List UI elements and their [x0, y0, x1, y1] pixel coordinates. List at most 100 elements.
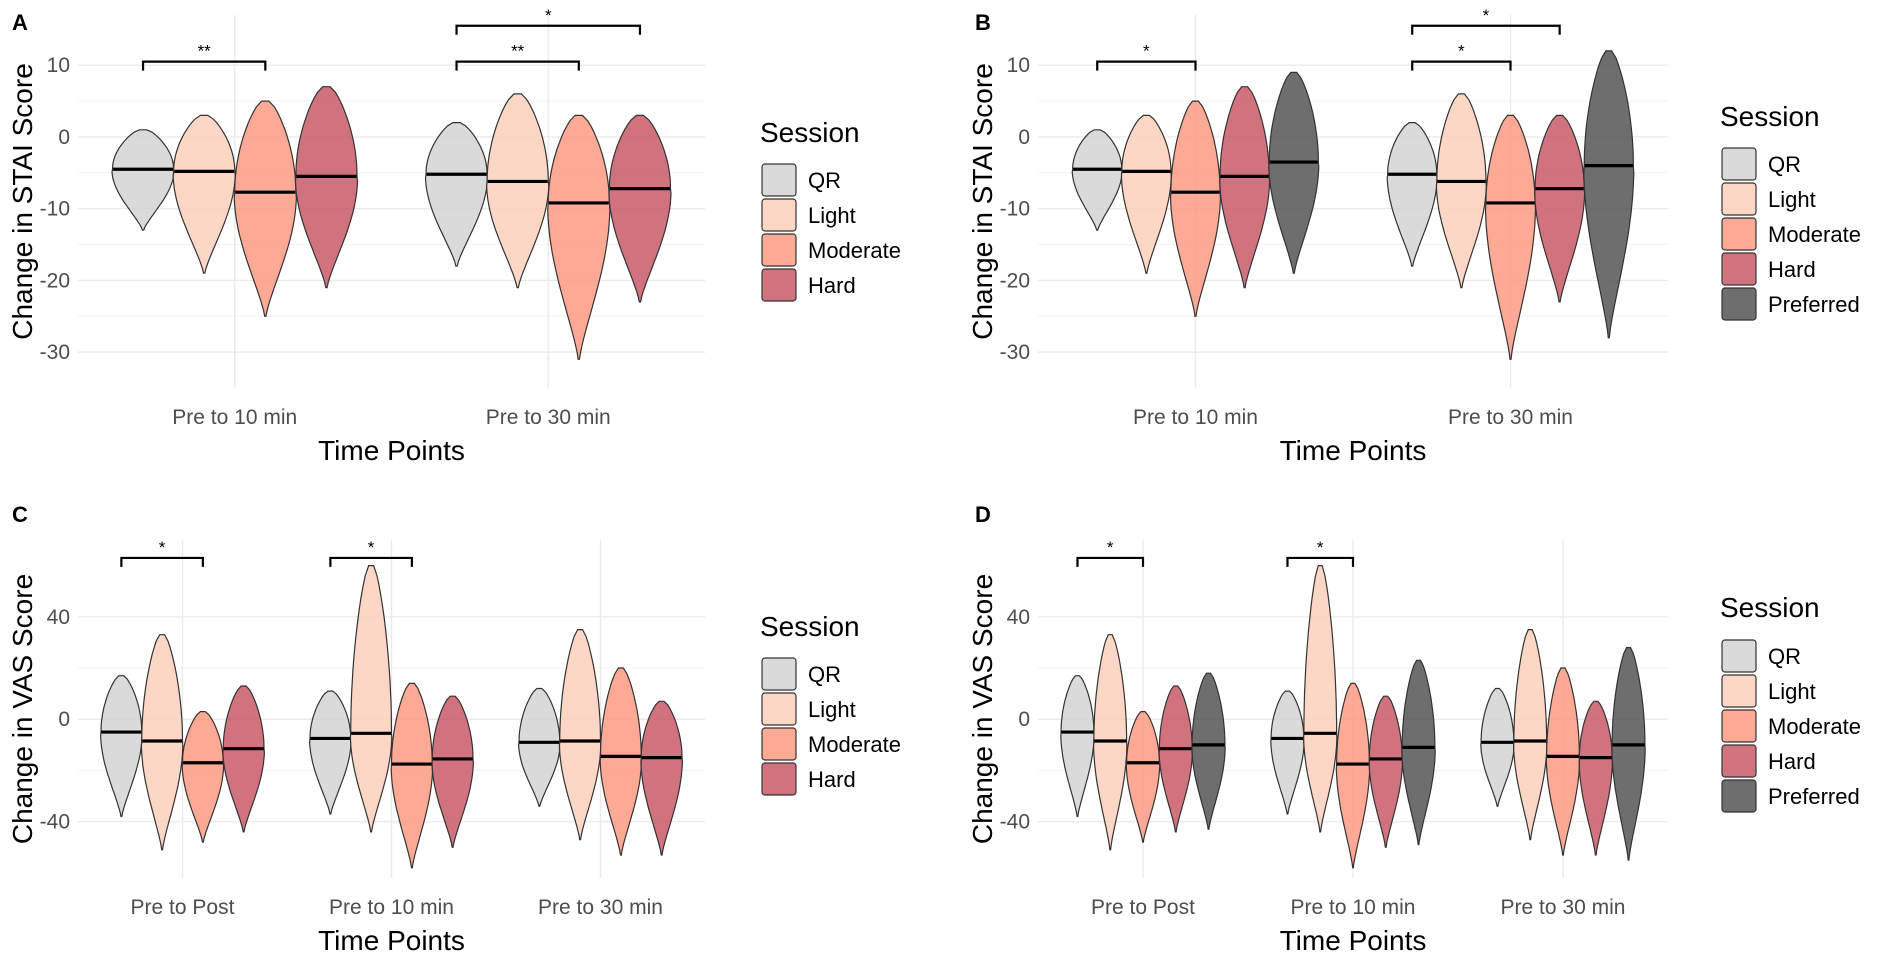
violin-hard-pre-to-10-min	[431, 695, 475, 848]
violin-moderate-pre-to-10-min	[1335, 682, 1371, 869]
violin-preferred-pre-to-10-min	[1401, 659, 1436, 846]
legend-label-hard: Hard	[808, 273, 856, 298]
x-axis-title: Time Points	[318, 435, 465, 466]
violin-light-pre-to-30-min	[1435, 93, 1487, 289]
violin-hard-pre-to-30-min	[608, 114, 672, 303]
violin-qr-pre-to-30-min	[1480, 687, 1515, 807]
legend-label-hard: Hard	[1768, 749, 1816, 774]
y-axis-title: Change in STAI Score	[7, 63, 38, 340]
violin-light-pre-to-10-min	[349, 565, 393, 833]
legend-key-qr	[1721, 639, 1757, 673]
significance-bracket	[141, 60, 267, 71]
legend-key-moderate	[761, 233, 797, 267]
significance-label: *	[1107, 538, 1114, 557]
violin-hard-pre-to-10-min	[1368, 695, 1404, 848]
x-tick-label: Pre to Post	[131, 896, 235, 919]
significance-bracket	[455, 24, 642, 35]
legend-key-light	[1721, 182, 1757, 216]
legend-label-moderate: Moderate	[1768, 222, 1861, 247]
legend-key-preferred	[1721, 779, 1757, 813]
y-tick-label: -10	[40, 198, 70, 221]
legend-key-qr	[1721, 147, 1757, 181]
violin-hard-pre-to-post	[1158, 685, 1194, 833]
panel-label: B	[975, 10, 991, 35]
legend-label-qr: QR	[808, 662, 841, 687]
violin-hard-pre-to-10-min	[294, 86, 359, 289]
significance-bracket	[1286, 556, 1355, 567]
x-tick-label: Pre to 30 min	[1501, 896, 1626, 919]
significance-bracket	[1411, 60, 1512, 71]
legend-label-light: Light	[808, 697, 856, 722]
x-tick-label: Pre to 30 min	[1448, 406, 1573, 429]
violin-preferred-pre-to-30-min	[1583, 50, 1635, 339]
violin-qr-pre-to-10-min	[308, 690, 352, 815]
legend-label-light: Light	[1768, 187, 1816, 212]
significance-bracket	[455, 60, 580, 71]
violin-moderate-pre-to-30-min	[599, 667, 643, 856]
significance-label: *	[1143, 42, 1150, 61]
x-tick-label: Pre to Post	[1091, 896, 1195, 919]
y-tick-label: -30	[40, 341, 70, 364]
legend-title: Session	[760, 117, 860, 148]
significance-label: *	[368, 538, 375, 557]
y-axis-title: Change in STAI Score	[967, 63, 998, 340]
x-tick-label: Pre to 10 min	[329, 896, 454, 919]
y-tick-label: -20	[1000, 269, 1030, 292]
legend-key-qr	[761, 657, 797, 691]
violin-qr-pre-to-10-min	[1071, 129, 1123, 231]
x-tick-label: Pre to 30 min	[538, 896, 663, 919]
y-tick-label: 40	[47, 606, 70, 629]
legend-key-moderate	[761, 727, 797, 761]
legend-key-light	[1721, 674, 1757, 708]
legend-label-hard: Hard	[808, 767, 856, 792]
violin-qr-pre-to-30-min	[1386, 122, 1438, 267]
violin-qr-pre-to-30-min	[517, 687, 561, 807]
panel-label: D	[975, 502, 991, 527]
significance-bracket	[1076, 556, 1145, 567]
violin-hard-pre-to-30-min	[640, 700, 684, 856]
y-axis-title: Change in VAS Score	[7, 574, 38, 844]
violin-qr-pre-to-post	[99, 675, 143, 818]
violin-moderate-pre-to-10-min	[1169, 100, 1222, 317]
significance-label: *	[1317, 538, 1324, 557]
violin-preferred-pre-to-30-min	[1611, 646, 1646, 861]
legend-label-hard: Hard	[1768, 257, 1816, 282]
violin-hard-pre-to-30-min	[1578, 700, 1614, 856]
legend-key-hard	[1721, 252, 1757, 286]
significance-bracket	[1411, 24, 1561, 35]
violin-hard-pre-to-post	[222, 685, 266, 833]
panel-b: 10 0 -10 -20 -30 Pre to 10 min Pre to 30 min * *…	[967, 6, 1861, 466]
x-tick-label: Pre to 10 min	[1291, 896, 1416, 919]
x-tick-label: Pre to 10 min	[172, 406, 297, 429]
x-axis-title: Time Points	[318, 925, 465, 956]
violin-moderate-pre-to-30-min	[547, 114, 611, 360]
legend-label-moderate: Moderate	[808, 732, 901, 757]
x-tick-label: Pre to 30 min	[486, 406, 611, 429]
violin-light-pre-to-30-min	[558, 629, 602, 841]
y-tick-label: 0	[1018, 126, 1030, 149]
violin-light-pre-to-10-min	[1302, 565, 1338, 833]
violin-light-pre-to-10-min	[1120, 114, 1172, 274]
significance-label: *	[159, 538, 166, 557]
y-tick-label: 40	[1007, 606, 1030, 629]
x-axis-title: Time Points	[1280, 925, 1427, 956]
legend-label-preferred: Preferred	[1768, 784, 1860, 809]
legend-label-preferred: Preferred	[1768, 292, 1860, 317]
legend-key-moderate	[1721, 217, 1757, 251]
legend-key-hard	[761, 762, 797, 796]
y-tick-label: 10	[1007, 54, 1030, 77]
legend-label-moderate: Moderate	[1768, 714, 1861, 739]
legend-key-light	[761, 692, 797, 726]
violin-hard-pre-to-30-min	[1534, 114, 1586, 303]
y-axis-title: Change in VAS Score	[967, 574, 998, 844]
panel-label: A	[12, 10, 28, 35]
legend-label-moderate: Moderate	[808, 238, 901, 263]
violin-qr-pre-to-10-min	[111, 129, 175, 231]
violin-light-pre-to-10-min	[172, 114, 236, 274]
violin-moderate-pre-to-10-min	[233, 100, 298, 317]
legend-label-light: Light	[808, 203, 856, 228]
violin-preferred-pre-to-10-min	[1268, 71, 1320, 274]
violin-moderate-pre-to-10-min	[390, 682, 434, 869]
